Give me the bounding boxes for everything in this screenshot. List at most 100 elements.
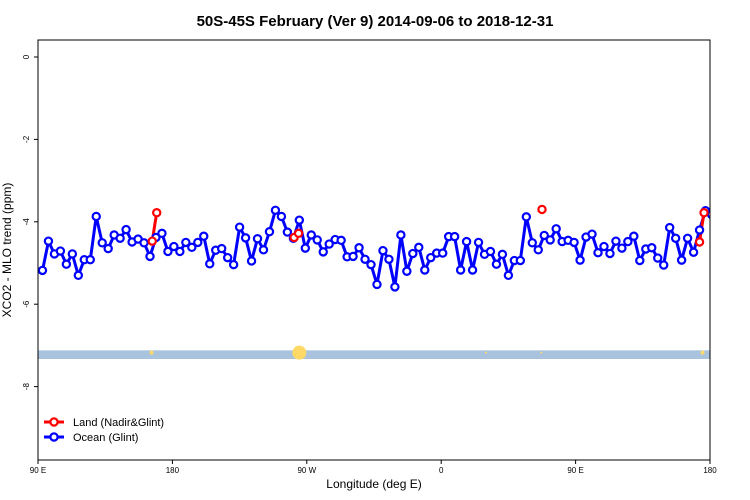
ocean-point-37 [258,245,269,255]
ocean-point-90 [575,255,585,265]
x-tick-label-2: 90 W [297,466,316,475]
ocean-point-104 [659,260,669,270]
y-tick-label-2: -4 [22,218,31,226]
x-tick-label-4: 90 E [567,466,583,475]
land-point-3 [293,228,304,239]
ocean-point-8 [85,255,95,265]
legend-land-marker [49,417,59,427]
y-tick-label-4: -8 [22,382,31,390]
ocean-point-92 [587,229,597,239]
ocean-point-76 [491,259,502,269]
ocean-point-52 [348,251,358,262]
ocean-point-34 [240,233,251,243]
ocean-point-33 [234,222,245,232]
land-point-6 [699,208,709,218]
ocean-point-54 [360,254,370,264]
x-axis-label: Longitude (deg E) [326,477,421,491]
legend-ocean-label: Ocean (Glint) [73,432,138,444]
ocean-point-3 [55,246,66,256]
ocean-point-28 [205,259,215,269]
ocean-point-47 [318,247,328,257]
x-axis: 90 E 180 90 W 0 90 E 180 [30,460,717,475]
ocean-point-71 [461,236,472,247]
ocean-point-72 [467,265,478,275]
ocean-point-20 [157,228,167,239]
ocean-point-17 [139,238,149,248]
ocean-point-35 [246,256,257,266]
ocean-point-73 [473,237,484,248]
y-axis: 0 -2 -4 -6 -8 [22,54,38,390]
y-tick-label-3: -6 [22,300,31,308]
ocean-point-30 [216,243,227,254]
ocean-point-21 [163,246,173,257]
ocean-point-38 [264,226,275,237]
ocean-point-81 [521,212,532,222]
ocean-point-36 [252,233,263,244]
y-tick-label-1: -2 [22,135,31,143]
ocean-point-70 [455,265,466,275]
ocean-point-107 [676,255,687,265]
ocean-point-98 [623,236,633,247]
ocean-point-65 [426,252,436,263]
ocean-point-22 [169,241,179,252]
ocean-point-75 [485,246,496,257]
ocean-point-44 [300,243,311,253]
ocean-point-96 [611,236,621,246]
ocean-point-43 [294,215,305,225]
ocean-point-99 [629,231,639,241]
ocean-point-64 [420,265,430,275]
x-tick-label-0: 90 E [30,466,46,475]
land-point-5 [694,237,705,247]
ocean-point-103 [653,253,663,263]
land-point-0 [147,236,157,246]
ocean-point-13 [115,233,125,243]
ocean-point-89 [569,237,579,248]
ocean-point-110 [694,225,705,235]
ocean-point-31 [222,252,233,263]
plot-area [38,204,710,360]
coverage-marker-0 [149,350,154,355]
coverage-marker-2 [485,351,487,354]
ocean-point-50 [336,235,346,246]
ocean-point-59 [390,282,400,292]
ocean-point-78 [503,270,514,281]
ocean-point-26 [193,237,203,248]
ocean-point-1 [43,236,54,246]
coverage-marker-4 [700,350,705,355]
coverage-band-fill [38,350,710,359]
ocean-point-84 [539,230,549,241]
ocean-point-105 [664,222,675,233]
ocean-series-line [41,208,710,289]
ocean-point-109 [688,247,699,257]
ocean-point-95 [605,248,615,259]
coverage-marker-1 [292,345,307,360]
x-tick-label-5: 180 [703,466,717,475]
ocean-point-27 [199,231,209,241]
ocean-point-82 [527,238,537,248]
ocean-point-56 [372,279,382,290]
ocean-point-11 [103,243,113,254]
ocean-point-97 [617,243,627,253]
ocean-point-108 [682,233,693,243]
ocean-point-23 [175,246,185,257]
ocean-point-41 [282,227,293,237]
ocean-point-94 [599,241,609,252]
ocean-point-14 [121,224,131,235]
ocean-point-53 [354,243,364,253]
ocean-point-80 [515,255,526,266]
ocean-point-62 [408,248,418,259]
ocean-point-0 [38,265,48,276]
ocean-point-63 [414,242,424,253]
ocean-point-57 [378,245,388,256]
x-tick-label-1: 180 [166,466,180,475]
chart-title: 50S-45S February (Ver 9) 2014-09-06 to 2… [197,13,554,30]
ocean-point-93 [593,247,603,258]
ocean-point-100 [635,255,645,266]
series-layer [38,204,710,292]
ocean-point-40 [276,211,287,222]
coverage-marker-3 [540,351,543,354]
ocean-point-18 [145,251,155,262]
ocean-point-58 [384,254,394,264]
ocean-point-60 [396,230,406,240]
